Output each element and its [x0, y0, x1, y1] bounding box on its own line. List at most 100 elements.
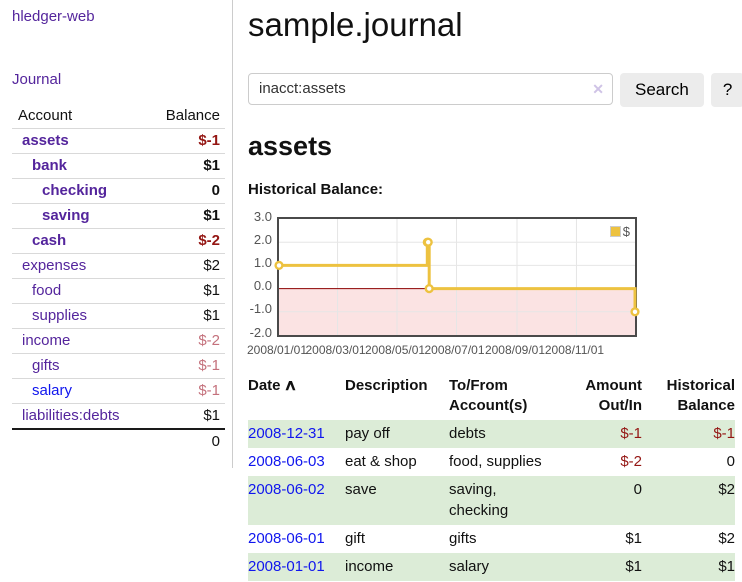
chart-legend: $: [607, 222, 632, 240]
amount-cell: $-1: [620, 424, 642, 442]
y-axis-tick-label: -2.0: [249, 324, 272, 340]
date-cell: 2008-06-02: [248, 476, 345, 525]
historical-balance-chart: $ 3.0 2.0 1.0 0.0 -1.0 -2.0 2008/01/01 2008/03/…: [247, 209, 668, 358]
account-name-cell: saving: [12, 204, 145, 229]
account-row: expenses $2: [12, 253, 225, 279]
account-row: assets $-1: [12, 128, 225, 154]
x-axis-tick-label: 2008/11/01: [544, 342, 605, 357]
date-cell: 2008-12-31: [248, 420, 345, 448]
search-button[interactable]: Search: [620, 72, 704, 107]
balance-cell: 0: [726, 452, 735, 470]
accounts-cell: salary: [449, 557, 490, 575]
account-name-cell: salary: [12, 379, 145, 404]
account-link[interactable]: checking: [42, 182, 108, 199]
account-balance: $1: [203, 407, 220, 424]
x-axis-tick-label: 2008/03/01: [305, 342, 366, 357]
account-name-cell: gifts: [12, 354, 145, 379]
chart-title: Historical Balance:: [248, 180, 384, 198]
transaction-date-link[interactable]: 2008-01-01: [248, 557, 325, 575]
search-field-wrap: ✕: [248, 72, 613, 107]
accounts-cell: debts: [449, 424, 486, 442]
balance-cell: $2: [718, 529, 735, 547]
balance-column-header: Balance: [165, 107, 220, 124]
amount-cell: $-2: [620, 452, 642, 470]
account-link[interactable]: income: [22, 332, 71, 349]
accounts-total-value: 0: [211, 433, 220, 450]
sidebar: hledger-web Journal Account Balance asse…: [0, 0, 233, 468]
accounts-cell: food, supplies: [449, 452, 542, 470]
account-link[interactable]: assets: [22, 132, 69, 149]
date-cell: 2008-06-01: [248, 525, 345, 553]
account-name-cell: supplies: [12, 304, 145, 329]
account-link[interactable]: supplies: [32, 307, 88, 324]
account-link[interactable]: saving: [42, 207, 90, 224]
account-name-cell: income: [12, 329, 145, 354]
y-axis-tick-label: 0.0: [253, 278, 272, 294]
account-link[interactable]: liabilities:debts: [22, 407, 120, 424]
table-row: 2008-06-01 gift gifts $1 $2: [248, 525, 735, 553]
account-name-cell: food: [12, 279, 145, 304]
date-header-label: Date: [248, 376, 281, 394]
account-link[interactable]: bank: [32, 157, 68, 174]
transaction-date-link[interactable]: 2008-06-02: [248, 480, 325, 498]
account-link[interactable]: food: [32, 282, 62, 299]
y-axis-tick-label: 2.0: [253, 231, 272, 247]
balance-column-header: Historical Balance: [642, 374, 735, 420]
table-row: 2008-06-03 eat & shop food, supplies $-2…: [248, 448, 735, 476]
description-cell: gift: [345, 529, 366, 547]
transaction-date-link[interactable]: 2008-06-01: [248, 529, 325, 547]
balance-cell: $1: [718, 557, 735, 575]
account-name-cell: expenses: [12, 254, 145, 279]
tofrom-column-header: To/From Account(s): [449, 374, 564, 420]
account-row: cash $-2: [12, 228, 225, 254]
account-row: food $1: [12, 278, 225, 304]
account-balance: $-1: [198, 132, 220, 149]
help-button[interactable]: ?: [710, 72, 742, 107]
accounts-table: Account Balance assets $-1 bank $1 check…: [12, 104, 225, 454]
account-balance: $1: [203, 157, 220, 174]
transaction-date-link[interactable]: 2008-12-31: [248, 424, 325, 442]
table-row: 2008-01-01 income salary $1 $1: [248, 552, 735, 581]
account-name-cell: checking: [12, 179, 145, 204]
y-axis-tick-label: 1.0: [253, 255, 272, 271]
y-axis-tick-label: -1.0: [249, 301, 272, 317]
legend-label: $: [622, 223, 630, 239]
account-balance: $1: [203, 207, 220, 224]
account-name-cell: liabilities:debts: [12, 404, 145, 430]
account-row: income $-2: [12, 328, 225, 354]
amount-cell: $1: [625, 529, 642, 547]
amount-cell: 0: [633, 480, 642, 498]
legend-swatch-icon: [609, 225, 621, 237]
register-table: Date ∧ Description To/From Account(s) Amou…: [248, 374, 735, 581]
page-title: sample.journal: [248, 6, 463, 43]
x-axis-tick-label: 2008/07/01: [424, 342, 485, 357]
account-row: checking 0: [12, 178, 225, 204]
account-name-cell: bank: [12, 154, 145, 179]
chart-plot-area: $: [274, 216, 640, 337]
date-cell: 2008-06-03: [248, 448, 345, 476]
description-header-label: Description: [345, 376, 428, 394]
balance-header-line2: Balance: [677, 396, 735, 414]
account-balance: $-1: [198, 382, 220, 399]
account-link[interactable]: expenses: [22, 257, 87, 274]
app-title-link[interactable]: hledger-web: [12, 8, 95, 25]
amount-column-header: Amount Out/In: [564, 374, 642, 420]
account-balance: $-2: [198, 332, 220, 349]
search-input[interactable]: [248, 72, 613, 105]
description-cell: income: [345, 557, 394, 575]
description-cell: save: [345, 480, 377, 498]
balance-cell: $2: [718, 480, 735, 498]
account-balance: 0: [211, 182, 220, 199]
chart-canvas: [274, 218, 640, 335]
account-link[interactable]: gifts: [32, 357, 60, 374]
clear-search-icon[interactable]: ✕: [592, 80, 604, 97]
account-name-cell: cash: [12, 229, 145, 254]
date-column-header[interactable]: Date ∧: [248, 374, 345, 420]
table-row: 2008-12-31 pay off debts $-1 $-1: [248, 419, 735, 448]
transaction-date-link[interactable]: 2008-06-03: [248, 452, 325, 470]
account-link[interactable]: cash: [32, 232, 67, 249]
description-column-header: Description: [345, 374, 449, 420]
sidebar-item-journal[interactable]: Journal: [12, 71, 62, 88]
account-link[interactable]: salary: [32, 382, 73, 399]
balance-header-line1: Historical: [666, 376, 735, 394]
